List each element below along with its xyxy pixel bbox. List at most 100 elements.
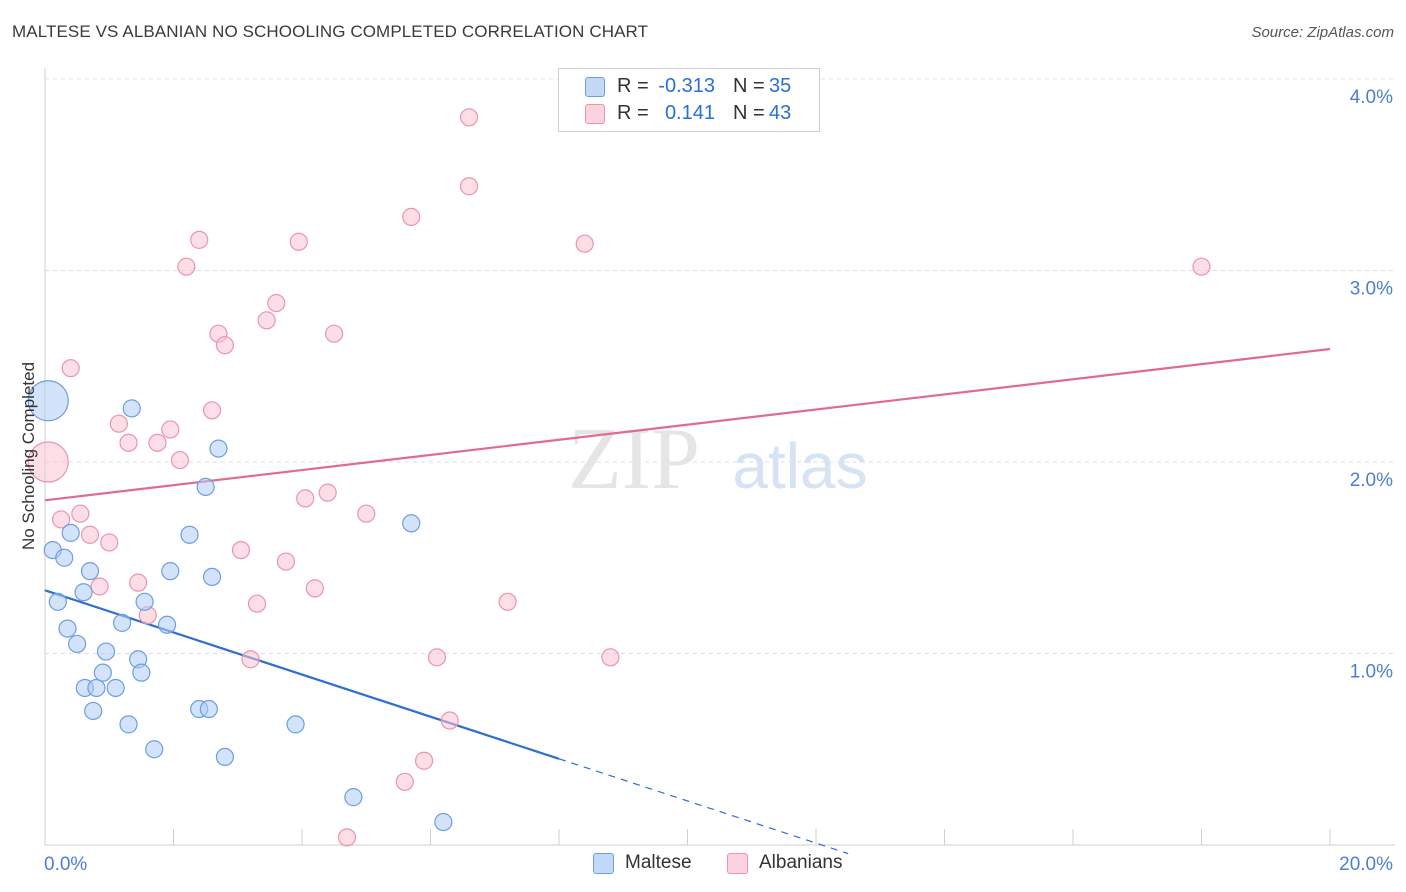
albanian-points bbox=[27, 108, 1211, 847]
maltese-point bbox=[106, 678, 125, 698]
albanian-point bbox=[177, 257, 196, 276]
maltese-point bbox=[122, 399, 141, 418]
albanian-point bbox=[414, 751, 434, 770]
albanian-point bbox=[119, 433, 138, 452]
x-tick-label-max: 20.0% bbox=[1339, 854, 1393, 875]
maltese-point bbox=[209, 439, 228, 458]
maltese-point bbox=[74, 583, 93, 602]
maltese-point bbox=[68, 634, 87, 654]
albanian-point bbox=[241, 650, 260, 669]
maltese-point bbox=[286, 715, 305, 734]
maltese-point bbox=[112, 613, 132, 632]
albanian-point bbox=[215, 336, 234, 355]
n-value: 43 bbox=[769, 102, 792, 124]
x-tick-label-min: 0.0% bbox=[44, 854, 87, 875]
albanian-point bbox=[427, 648, 447, 667]
maltese-point bbox=[180, 525, 199, 544]
albanian-legend-label: Albanians bbox=[759, 852, 843, 873]
r-value: 0.141 bbox=[664, 102, 715, 124]
maltese-trend-extension bbox=[558, 758, 849, 855]
chart-title: MALTESE VS ALBANIAN NO SCHOOLING COMPLET… bbox=[12, 22, 649, 41]
maltese-legend-label: Maltese bbox=[625, 852, 692, 873]
r-label: R = bbox=[617, 102, 649, 124]
maltese-points bbox=[27, 380, 453, 832]
maltese-point bbox=[161, 562, 180, 581]
maltese-point bbox=[196, 477, 215, 496]
albanian-point bbox=[402, 207, 421, 226]
bottom-legend-albanians: Albanians bbox=[727, 851, 867, 877]
albanian-point bbox=[247, 594, 267, 613]
albanian-point bbox=[357, 504, 376, 523]
maltese-point bbox=[119, 715, 138, 734]
maltese-point bbox=[157, 615, 177, 634]
trend-lines bbox=[44, 347, 1331, 855]
maltese-point bbox=[84, 701, 103, 721]
maltese-point bbox=[80, 562, 100, 581]
maltese-point bbox=[58, 619, 77, 638]
tick-labels: 1.0% 2.0% 3.0% 4.0% 0.0% 20.0% bbox=[44, 87, 1393, 875]
albanian-point bbox=[305, 579, 324, 598]
maltese-point bbox=[87, 678, 106, 698]
maltese-trend-line bbox=[44, 589, 560, 760]
albanian-point bbox=[459, 108, 479, 127]
albanian-point bbox=[202, 401, 222, 420]
n-label: N = bbox=[733, 75, 765, 97]
axes bbox=[44, 68, 1395, 846]
albanian-point bbox=[129, 573, 148, 592]
maltese-point bbox=[61, 523, 80, 542]
albanian-point bbox=[325, 324, 344, 343]
source-credit: Source: ZipAtlas.com bbox=[1251, 24, 1394, 41]
correlation-legend: R = -0.313 N = 35 R = 0.141 N = 43 bbox=[558, 68, 820, 132]
albanian-point bbox=[296, 489, 315, 508]
maltese-point bbox=[55, 548, 74, 567]
albanian-point bbox=[71, 504, 90, 523]
albanian-point bbox=[109, 414, 128, 433]
maltese-legend-swatch bbox=[593, 853, 614, 874]
legend-row-maltese: R = -0.313 N = 35 bbox=[559, 73, 819, 99]
bottom-legend-maltese: Maltese bbox=[593, 851, 713, 877]
maltese-swatch bbox=[585, 77, 605, 97]
albanian-point bbox=[395, 772, 414, 791]
albanian-point bbox=[459, 177, 479, 196]
maltese-point bbox=[145, 740, 164, 759]
maltese-point bbox=[434, 812, 453, 832]
albanian-point bbox=[575, 234, 594, 253]
albanian-point bbox=[90, 577, 109, 596]
albanian-point bbox=[190, 230, 209, 249]
y-tick-label: 1.0% bbox=[1350, 662, 1393, 683]
albanian-point bbox=[51, 510, 71, 529]
maltese-point bbox=[344, 788, 363, 807]
albanian-point bbox=[337, 828, 357, 847]
albanian-point bbox=[1192, 257, 1211, 276]
n-label: N = bbox=[733, 102, 765, 124]
n-value: 35 bbox=[769, 75, 792, 97]
maltese-point bbox=[402, 514, 421, 533]
albanian-point bbox=[61, 359, 80, 378]
albanian-point bbox=[276, 552, 296, 571]
albanian-trend-line bbox=[44, 347, 1331, 502]
albanian-point bbox=[148, 433, 167, 452]
albanian-point bbox=[498, 592, 517, 611]
maltese-point bbox=[202, 567, 222, 587]
y-tick-label: 4.0% bbox=[1350, 87, 1393, 108]
albanian-point bbox=[80, 525, 100, 544]
y-tick-label: 3.0% bbox=[1350, 279, 1393, 300]
albanian-point bbox=[440, 711, 459, 730]
albanian-point bbox=[161, 420, 180, 439]
albanian-point bbox=[27, 441, 69, 483]
maltese-point bbox=[27, 380, 69, 422]
y-axis-label: No Schooling Completed bbox=[19, 362, 38, 550]
r-value: -0.313 bbox=[658, 75, 715, 97]
legend-row-albanian: R = 0.141 N = 43 bbox=[559, 100, 819, 126]
albanian-point bbox=[100, 533, 119, 552]
albanian-point bbox=[289, 232, 308, 251]
maltese-point bbox=[93, 663, 112, 682]
maltese-point bbox=[199, 699, 218, 719]
maltese-point bbox=[96, 642, 116, 661]
watermark-atlas: atlas bbox=[732, 430, 867, 502]
watermark-zip: ZIP bbox=[568, 411, 700, 508]
maltese-point bbox=[132, 663, 151, 682]
albanian-swatch bbox=[585, 104, 605, 124]
maltese-point bbox=[135, 592, 154, 611]
